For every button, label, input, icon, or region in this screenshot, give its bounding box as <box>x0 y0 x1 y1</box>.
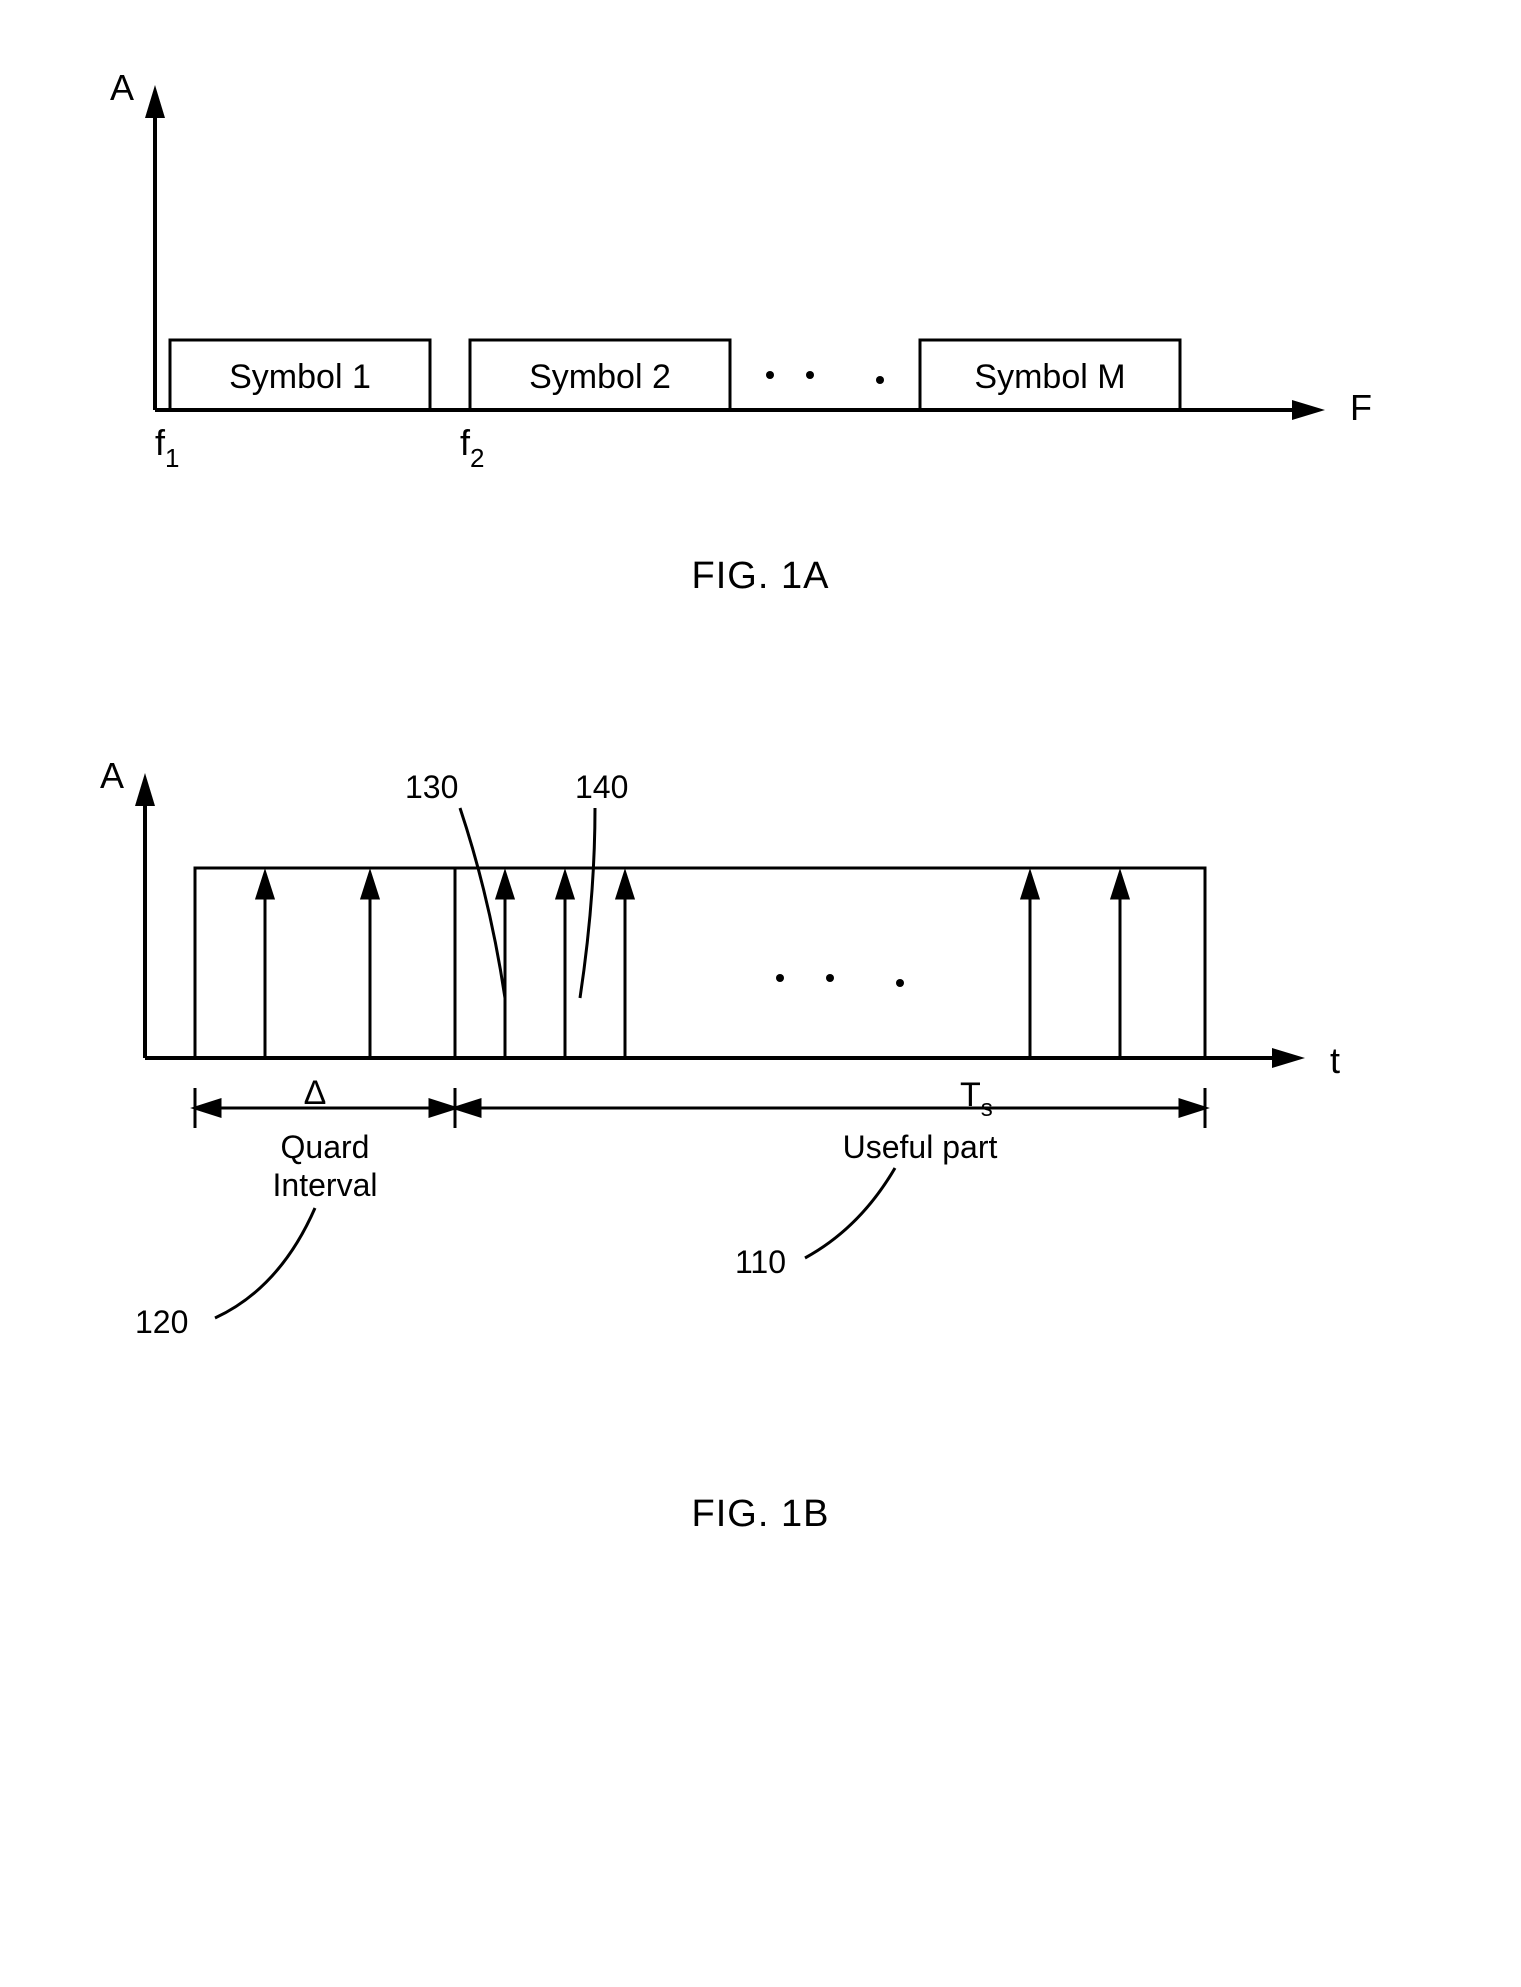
guard-label-1: Quard <box>281 1129 370 1165</box>
fig1b-x-label: t <box>1330 1040 1340 1081</box>
fig1b-svg: A t 130 140 <box>40 718 1460 1438</box>
callout-130-leader <box>460 808 505 998</box>
symbol-box-m: Symbol M <box>920 340 1180 410</box>
ellipsis-dot <box>896 979 904 987</box>
callout-120-label: 120 <box>135 1304 188 1340</box>
symbol-2-label: Symbol 2 <box>529 358 671 396</box>
useful-label: Useful part <box>843 1129 998 1165</box>
figure-1b: A t 130 140 <box>40 718 1481 1536</box>
fig1b-caption: FIG. 1B <box>40 1493 1481 1536</box>
figure-1a: A F Symbol 1 Symbol 2 Symbol M f1 f2 FIG… <box>40 40 1481 598</box>
callout-140-label: 140 <box>575 769 628 805</box>
symbol-m-label: Symbol M <box>974 358 1125 396</box>
ellipsis-dot <box>806 371 814 379</box>
symbol-box-2: Symbol 2 <box>470 340 730 410</box>
fig1a-svg: A F Symbol 1 Symbol 2 Symbol M f1 f2 <box>40 40 1460 500</box>
fig1a-y-label: A <box>110 67 134 108</box>
callout-130-label: 130 <box>405 769 458 805</box>
ellipsis-dot <box>776 974 784 982</box>
guard-label-2: Interval <box>273 1167 378 1203</box>
symbol-1-label: Symbol 1 <box>229 358 371 396</box>
callout-140-leader <box>580 808 595 998</box>
symbol-envelope <box>195 868 1205 1058</box>
delta-label: Δ <box>304 1074 327 1112</box>
callout-120-leader <box>215 1208 315 1318</box>
callout-110-label: 110 <box>735 1244 786 1280</box>
ellipsis-dot <box>826 974 834 982</box>
ts-label: Ts <box>960 1076 993 1122</box>
fig1a-caption: FIG. 1A <box>40 555 1481 598</box>
f2-label: f2 <box>460 422 484 473</box>
fig1b-y-label: A <box>100 755 124 796</box>
ellipsis-dot <box>876 376 884 384</box>
subcarrier-arrows <box>257 873 1128 1058</box>
callout-110-leader <box>805 1168 895 1258</box>
fig1a-x-label: F <box>1350 387 1372 428</box>
ellipsis-dot <box>766 371 774 379</box>
f1-label: f1 <box>155 422 179 473</box>
symbol-box-1: Symbol 1 <box>170 340 430 410</box>
ts-dimension <box>455 1088 1205 1128</box>
